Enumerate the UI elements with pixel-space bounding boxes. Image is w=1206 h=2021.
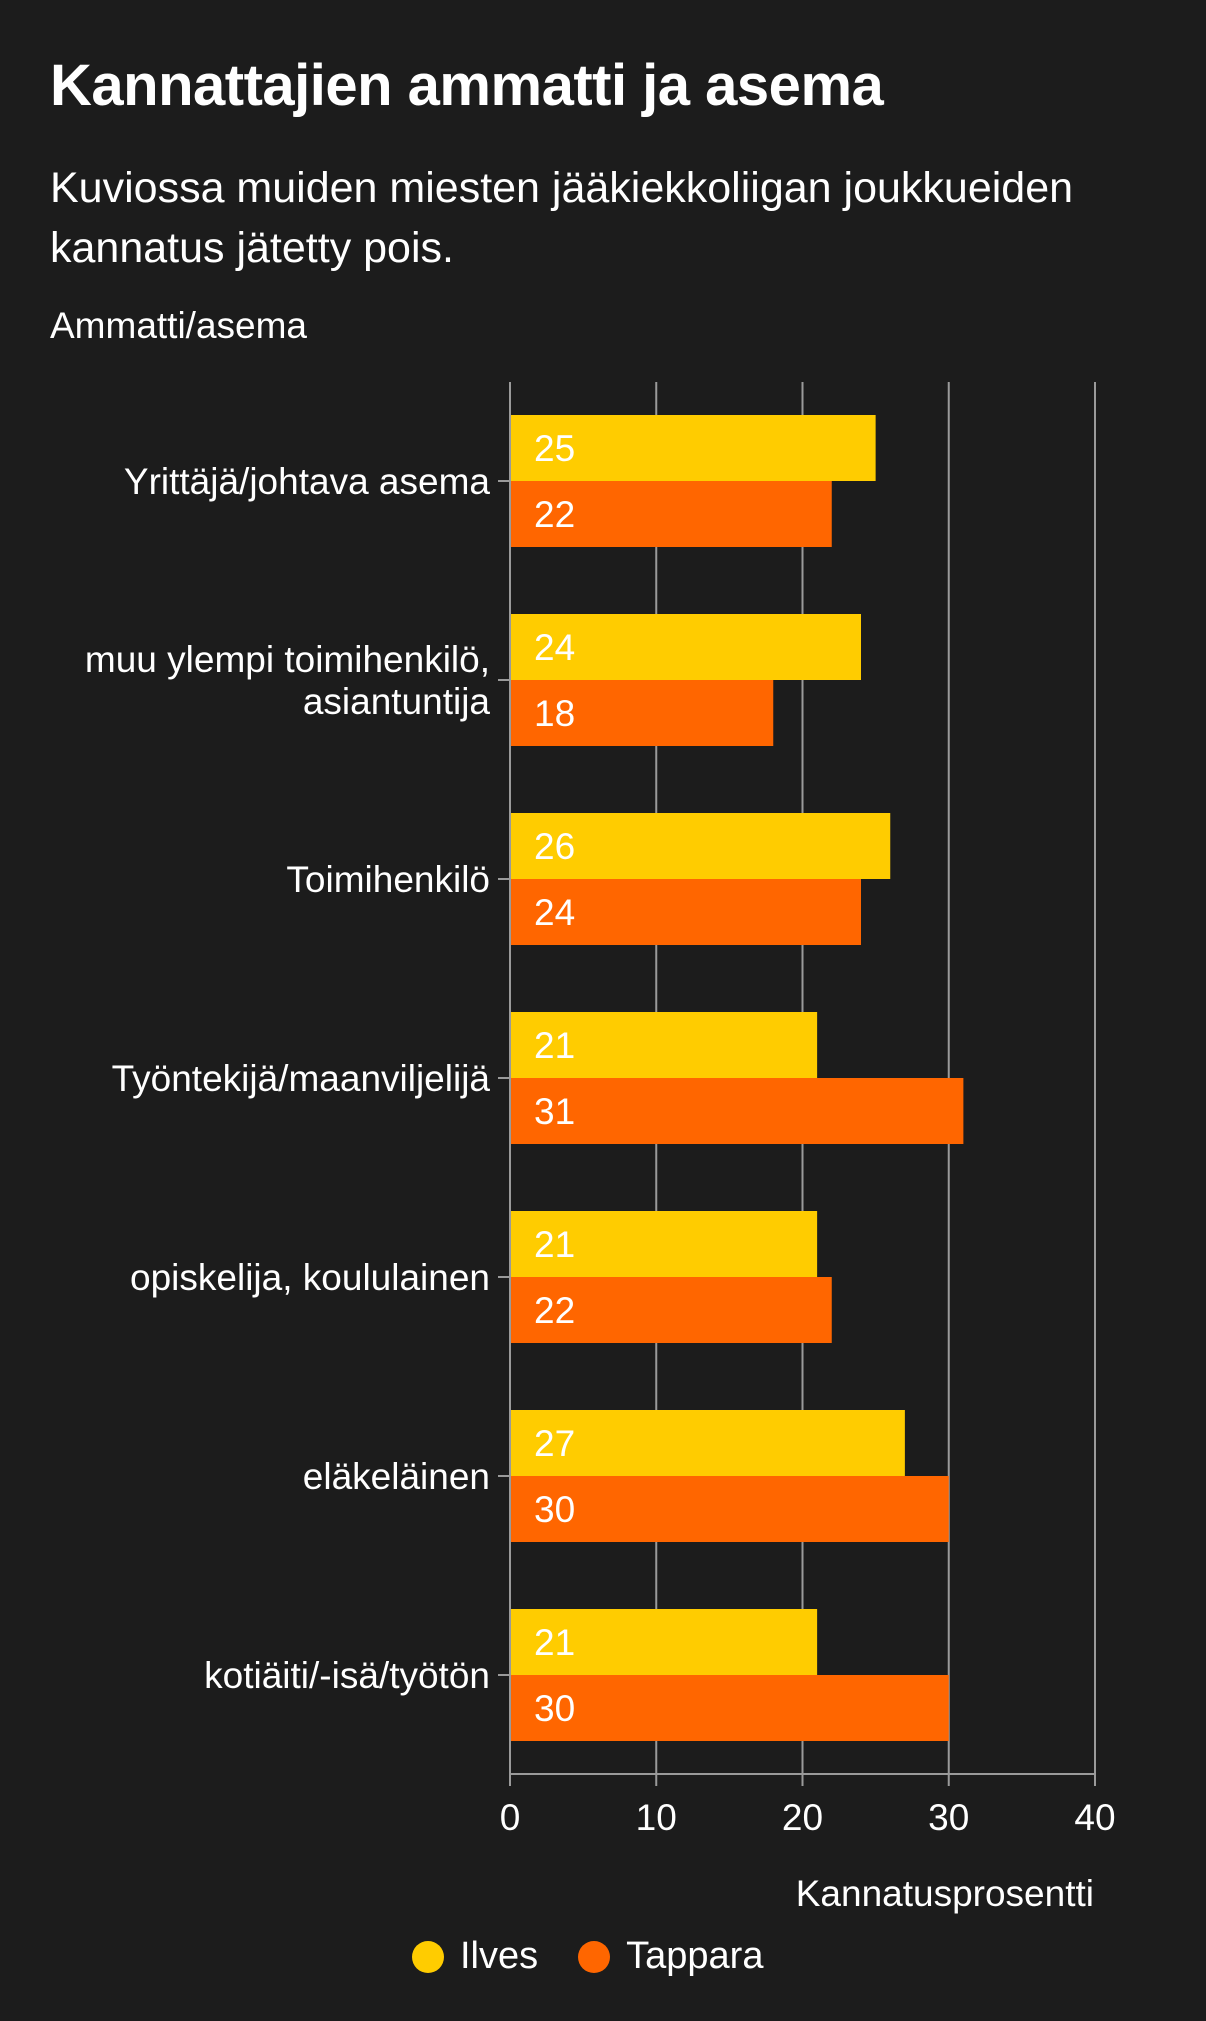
bar-value-label: 31 xyxy=(534,1091,575,1132)
bar-ilves-2 xyxy=(510,813,891,879)
bar-ilves-0 xyxy=(510,415,876,481)
category-label: eläkeläinen xyxy=(303,1456,490,1497)
bar-value-label: 21 xyxy=(534,1622,575,1663)
bar-tappara-6 xyxy=(510,1675,949,1741)
bar-ilves-3 xyxy=(510,1012,818,1078)
chart-title: Kannattajien ammatti ja asema xyxy=(50,53,884,118)
x-tick-label-20: 20 xyxy=(782,1797,823,1838)
bar-value-label: 21 xyxy=(534,1224,575,1265)
bar-tappara-2 xyxy=(510,879,861,945)
bar-value-label: 30 xyxy=(534,1489,575,1530)
legend-swatch-ilves xyxy=(412,1940,444,1973)
bars: 25 22 24 18 26 24 21 31 21 22 27 30 21 30 xyxy=(510,415,964,1741)
x-axis-label: Kannatusprosentti xyxy=(796,1873,1094,1914)
bar-tappara-1 xyxy=(510,680,774,746)
bar-value-label: 30 xyxy=(534,1688,575,1729)
axes: 0 10 20 30 40 Yrittäjä/johtava asema muu ylemp… xyxy=(85,382,1116,1838)
bar-tappara-4 xyxy=(510,1277,832,1343)
bar-value-label: 26 xyxy=(534,826,575,867)
x-tick-label-40: 40 xyxy=(1074,1797,1115,1838)
bar-value-label: 22 xyxy=(534,494,575,535)
legend-item-tappara: Tappara xyxy=(578,1935,763,1978)
bar-tappara-3 xyxy=(510,1078,964,1144)
category-label: asiantuntija xyxy=(303,681,491,722)
bar-value-label: 24 xyxy=(534,627,575,668)
bar-ilves-4 xyxy=(510,1211,818,1277)
bar-value-label: 25 xyxy=(534,428,575,469)
legend-label-ilves: Ilves xyxy=(460,1935,539,1977)
bar-value-label: 18 xyxy=(534,693,575,734)
bar-tappara-0 xyxy=(510,481,832,547)
bar-ilves-1 xyxy=(510,614,861,680)
bar-value-label: 22 xyxy=(534,1290,575,1331)
chart-subtitle: Kuviossa muiden miesten jääkiekkoliigan … xyxy=(50,164,1074,272)
y-axis-label: Ammatti/asema xyxy=(50,305,308,346)
bar-value-label: 27 xyxy=(534,1423,575,1464)
category-label: Yrittäjä/johtava asema xyxy=(124,461,491,502)
bar-value-label: 24 xyxy=(534,892,575,933)
x-tick-label-0: 0 xyxy=(500,1797,521,1838)
bar-value-label: 21 xyxy=(534,1025,575,1066)
category-label: opiskelija, koululainen xyxy=(130,1257,490,1298)
bar-tappara-5 xyxy=(510,1476,949,1542)
legend-label-tappara: Tappara xyxy=(626,1935,764,1977)
legend-swatch-tappara xyxy=(578,1940,611,1973)
legend-item-ilves: Ilves xyxy=(412,1935,538,1978)
category-label: muu ylempi toimihenkilö, xyxy=(85,639,490,680)
category-label: kotiäiti/-isä/työtön xyxy=(204,1655,490,1696)
bar-ilves-6 xyxy=(510,1609,818,1675)
x-tick-label-30: 30 xyxy=(928,1797,969,1838)
x-tick-label-10: 10 xyxy=(636,1797,677,1838)
category-label: Toimihenkilö xyxy=(286,859,490,900)
bar-ilves-5 xyxy=(510,1410,905,1476)
category-label: Työntekijä/maanviljelijä xyxy=(112,1058,491,1099)
legend: Ilves Tappara xyxy=(412,1935,803,1978)
